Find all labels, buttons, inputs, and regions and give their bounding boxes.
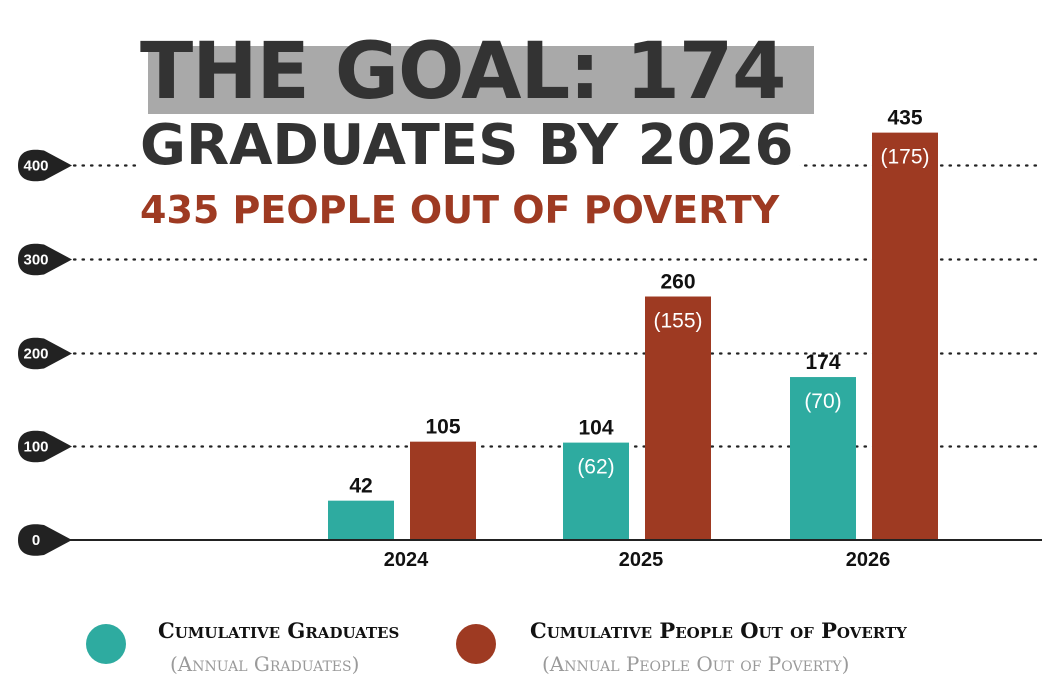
annual-label-poverty-2025: (155) (653, 310, 702, 333)
x-tick-label-2026: 2026 (846, 549, 891, 571)
title-highlight-band (148, 46, 814, 114)
title-goal: THE GOAL: 174 (140, 27, 786, 117)
legend-sublabel-graduates: (Annual Graduates) (170, 652, 360, 676)
annual-label-poverty-2026: (175) (880, 146, 929, 169)
value-label-poverty-2025: 260 (660, 271, 695, 294)
y-tick-label-100: 100 (23, 439, 48, 456)
x-tick-label-2024: 2024 (384, 549, 429, 571)
title-graduates: GRADUATES BY 2026 (140, 114, 800, 178)
bar-poverty-2025 (645, 296, 711, 540)
value-label-graduates-2024: 42 (349, 475, 372, 498)
value-label-poverty-2024: 105 (425, 416, 460, 439)
bars (328, 132, 938, 540)
annual-label-graduates-2025: (62) (577, 456, 614, 479)
bar-poverty-2026 (872, 132, 938, 540)
bar-graduates-2024 (328, 500, 394, 540)
bar-poverty-2024 (410, 441, 476, 540)
legend-label-graduates: Cumulative Graduates (158, 618, 400, 643)
legend-swatch-poverty (456, 624, 496, 664)
bar-graduates-2026 (790, 377, 856, 540)
y-tick-label-300: 300 (23, 252, 48, 269)
y-tick-marker-100 (18, 430, 72, 463)
value-label-poverty-2026: 435 (887, 107, 922, 130)
bar-graduates-2025 (563, 442, 629, 540)
legend-label-poverty: Cumulative People Out of Poverty (530, 618, 907, 643)
value-label-graduates-2026: 174 (805, 351, 840, 374)
y-tick-marker-300 (18, 243, 72, 276)
y-tick-marker-400 (18, 149, 72, 182)
legend-sublabel-poverty: (Annual People Out of Poverty) (542, 652, 850, 676)
value-label-graduates-2025: 104 (578, 417, 613, 440)
legend: Cumulative Graduates (Annual Graduates) … (0, 616, 1054, 696)
data-labels: 42 105 2024 104 (62) 260 (155) 2025 174 (70) 435 (1… (349, 107, 929, 571)
annual-label-graduates-2026: (70) (804, 390, 841, 413)
chart-title: THE GOAL: 174 GRADUATES BY 2026 435 PEOP… (140, 26, 820, 234)
y-tick-label-400: 400 (23, 158, 48, 175)
legend-swatch-graduates (86, 624, 126, 664)
x-tick-label-2025: 2025 (619, 549, 664, 571)
y-tick-label-0: 0 (32, 532, 40, 549)
y-tick-marker-200 (18, 337, 72, 370)
y-tick-label-200: 200 (23, 346, 48, 363)
y-tick-marker-0 (18, 524, 72, 556)
axes: 0 100 200 300 400 (18, 149, 1042, 556)
title-poverty: 435 PEOPLE OUT OF POVERTY (140, 186, 786, 234)
